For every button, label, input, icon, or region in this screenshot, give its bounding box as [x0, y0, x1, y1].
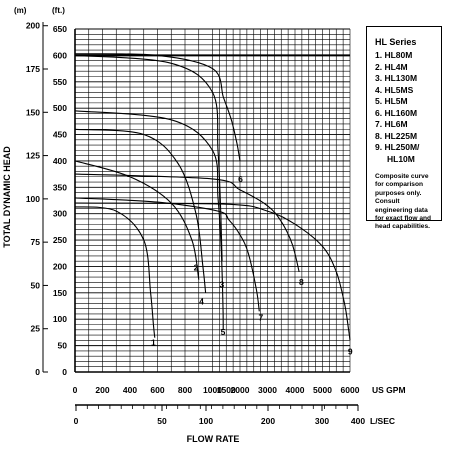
y-m-tick-label: 100: [26, 194, 40, 204]
x-gpm-tick-label: 600: [150, 385, 164, 395]
curve-label-7: 7: [259, 312, 264, 322]
x-unit-lsec: L/SEC: [370, 416, 395, 426]
y-ft-tick-label: 200: [53, 261, 67, 271]
x-gpm-tick-label: 5000: [313, 385, 332, 395]
curve-5: [74, 110, 224, 330]
curve-label-5: 5: [221, 327, 226, 337]
y-unit-ft: (ft.): [52, 6, 65, 15]
legend-item: 9. HL250M/: [375, 142, 420, 152]
y-ft-tick-label: 450: [53, 130, 67, 140]
grid: [74, 28, 351, 373]
y-ft-tick-label: 400: [53, 156, 67, 166]
x-gpm-tick-label: 200: [95, 385, 109, 395]
x-gpm-tick-label: 1500: [217, 385, 236, 395]
x-gpm-tick-label: 400: [123, 385, 137, 395]
axes: 0501001502002503003504004505005506006500…: [26, 21, 366, 426]
x-axis-title: FLOW RATE: [187, 434, 240, 444]
x-lsec-tick-label: 200: [261, 416, 275, 426]
x-unit-gpm: US GPM: [372, 385, 406, 395]
y-ft-tick-label: 100: [53, 314, 67, 324]
y-unit-m: (m): [14, 6, 27, 15]
curve-2: [74, 160, 200, 280]
x-gpm-tick-label: 6000: [341, 385, 360, 395]
y-m-tick-label: 75: [31, 237, 41, 247]
legend-title: HL Series: [375, 37, 417, 47]
curve-label-8: 8: [299, 277, 304, 287]
curve-6: [74, 53, 241, 162]
y-m-tick-label: 175: [26, 64, 40, 74]
legend-item: 3. HL130M: [375, 73, 418, 83]
legend-item: 5. HL5M: [375, 96, 408, 106]
curve-3: [74, 54, 223, 262]
axis-labels: (m) (ft.) TOTAL DYNAMIC HEAD US GPM L/SE…: [2, 6, 406, 444]
x-gpm-tick-label: 4000: [286, 385, 305, 395]
y-ft-tick-label: 0: [62, 367, 67, 377]
y-m-tick-label: 0: [35, 367, 40, 377]
legend-item: 6. HL160M: [375, 107, 418, 118]
legend-item: 4. HL5MS: [375, 84, 414, 95]
curve-label-4: 4: [199, 296, 204, 306]
legend-item: 7. HL6M: [375, 119, 408, 129]
y-ft-tick-label: 300: [53, 209, 67, 219]
x-gpm-tick-label: 3000: [258, 385, 277, 395]
legend-item: HL10M: [387, 153, 415, 164]
x-lsec-tick-label: 300: [315, 416, 329, 426]
curve-label-2: 2: [194, 263, 199, 273]
y-m-tick-label: 50: [31, 280, 41, 290]
y-ft-tick-label: 600: [53, 50, 67, 60]
legend-item: 1. HL80M: [375, 50, 413, 60]
y-ft-tick-label: 50: [58, 341, 68, 351]
curve-9: [74, 202, 351, 341]
x-lsec-tick-label: 50: [157, 416, 167, 426]
x-gpm-tick-label: 800: [178, 385, 192, 395]
curve-4: [74, 128, 207, 293]
x-gpm-tick-label: 1000: [203, 385, 222, 395]
x-gpm-tick-label: 2000: [231, 385, 250, 395]
curve-1: [74, 206, 156, 338]
x-lsec-tick-label: 400: [351, 416, 365, 426]
legend-item: 2. HL4M: [375, 61, 408, 72]
y-ft-tick-label: 150: [53, 288, 67, 298]
y-m-tick-label: 25: [31, 324, 41, 334]
y-ft-tick-label: 500: [53, 103, 67, 113]
y-m-tick-label: 200: [26, 21, 40, 31]
legend-item: 8. HL225M: [375, 130, 418, 141]
curve-7: [74, 197, 260, 312]
y-ft-tick-label: 550: [53, 77, 67, 87]
legend-list: 1. HL80M 2. HL4M 3. HL130M 4. HL5MS 5. H…: [375, 50, 435, 165]
x-gpm-tick-label: 0: [73, 385, 78, 395]
y-axis-title: TOTAL DYNAMIC HEAD: [2, 146, 12, 248]
y-ft-tick-label: 650: [53, 24, 67, 34]
curve-label-9: 9: [348, 347, 353, 357]
legend-note: Composite curve for comparison purposes …: [375, 173, 432, 231]
curve-label-1: 1: [151, 338, 156, 348]
y-ft-tick-label: 250: [53, 235, 67, 245]
curve-8: [74, 173, 300, 272]
curve-label-6: 6: [238, 174, 243, 184]
legend: HL Series 1. HL80M 2. HL4M 3. HL130M 4. …: [366, 26, 442, 230]
y-m-tick-label: 150: [26, 107, 40, 117]
y-m-tick-label: 125: [26, 151, 40, 161]
y-ft-tick-label: 350: [53, 182, 67, 192]
x-lsec-tick-label: 0: [74, 416, 79, 426]
x-lsec-tick-label: 100: [199, 416, 213, 426]
